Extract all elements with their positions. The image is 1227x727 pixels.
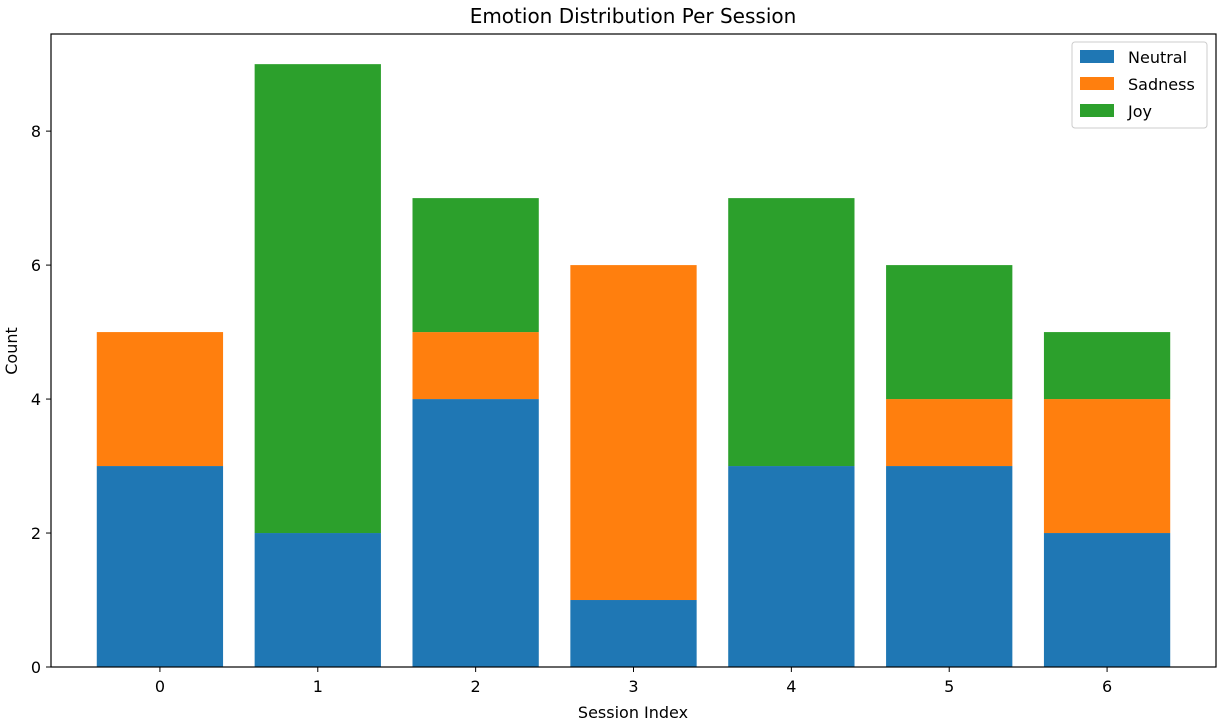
bar-joy-session-1: [254, 64, 381, 534]
bar-sadness-session-6: [1043, 399, 1171, 534]
chart-title: Emotion Distribution Per Session: [470, 4, 797, 28]
bar-sadness-session-5: [886, 399, 1013, 467]
x-tick-label: 6: [1102, 677, 1112, 696]
x-axis-label: Session Index: [578, 703, 688, 722]
legend-label-sadness: Sadness: [1128, 75, 1195, 94]
bar-neutral-session-6: [1043, 533, 1171, 667]
x-axis-ticks: 0 1 2 3 4 5 6: [155, 667, 1112, 696]
bar-joy-session-5: [886, 265, 1013, 400]
legend-swatch-sadness: [1080, 77, 1114, 90]
y-tick-label: 6: [31, 256, 41, 275]
y-tick-label: 0: [31, 658, 41, 677]
x-tick-label: 3: [628, 677, 638, 696]
legend-label-joy: Joy: [1127, 102, 1152, 121]
bar-neutral-session-5: [886, 466, 1013, 667]
bars-group: [96, 64, 1171, 667]
legend-swatch-joy: [1080, 104, 1114, 117]
bar-neutral-session-4: [728, 466, 855, 667]
bar-neutral-session-0: [96, 466, 224, 667]
bar-neutral-session-3: [570, 600, 697, 667]
x-tick-label: 4: [786, 677, 796, 696]
bar-joy-session-6: [1043, 332, 1171, 400]
y-tick-label: 4: [31, 390, 41, 409]
legend: Neutral Sadness Joy: [1071, 41, 1208, 129]
bar-neutral-session-2: [412, 399, 539, 667]
legend-label-neutral: Neutral: [1128, 48, 1187, 67]
bar-neutral-session-1: [254, 533, 381, 667]
y-axis-label: Count: [2, 327, 21, 375]
plot-area-frame: [50, 33, 1217, 668]
bar-sadness-session-3: [570, 265, 697, 601]
x-tick-label: 5: [944, 677, 954, 696]
x-tick-label: 1: [313, 677, 323, 696]
x-tick-label: 0: [155, 677, 165, 696]
legend-swatch-neutral: [1080, 50, 1114, 63]
x-tick-label: 2: [471, 677, 481, 696]
y-tick-label: 2: [31, 524, 41, 543]
y-axis-ticks: 0 2 4 6 8: [31, 122, 51, 677]
bar-sadness-session-2: [412, 332, 539, 400]
bar-sadness-session-0: [96, 332, 224, 467]
bar-joy-session-2: [412, 198, 539, 333]
y-tick-label: 8: [31, 122, 41, 141]
bar-joy-session-4: [728, 198, 855, 467]
